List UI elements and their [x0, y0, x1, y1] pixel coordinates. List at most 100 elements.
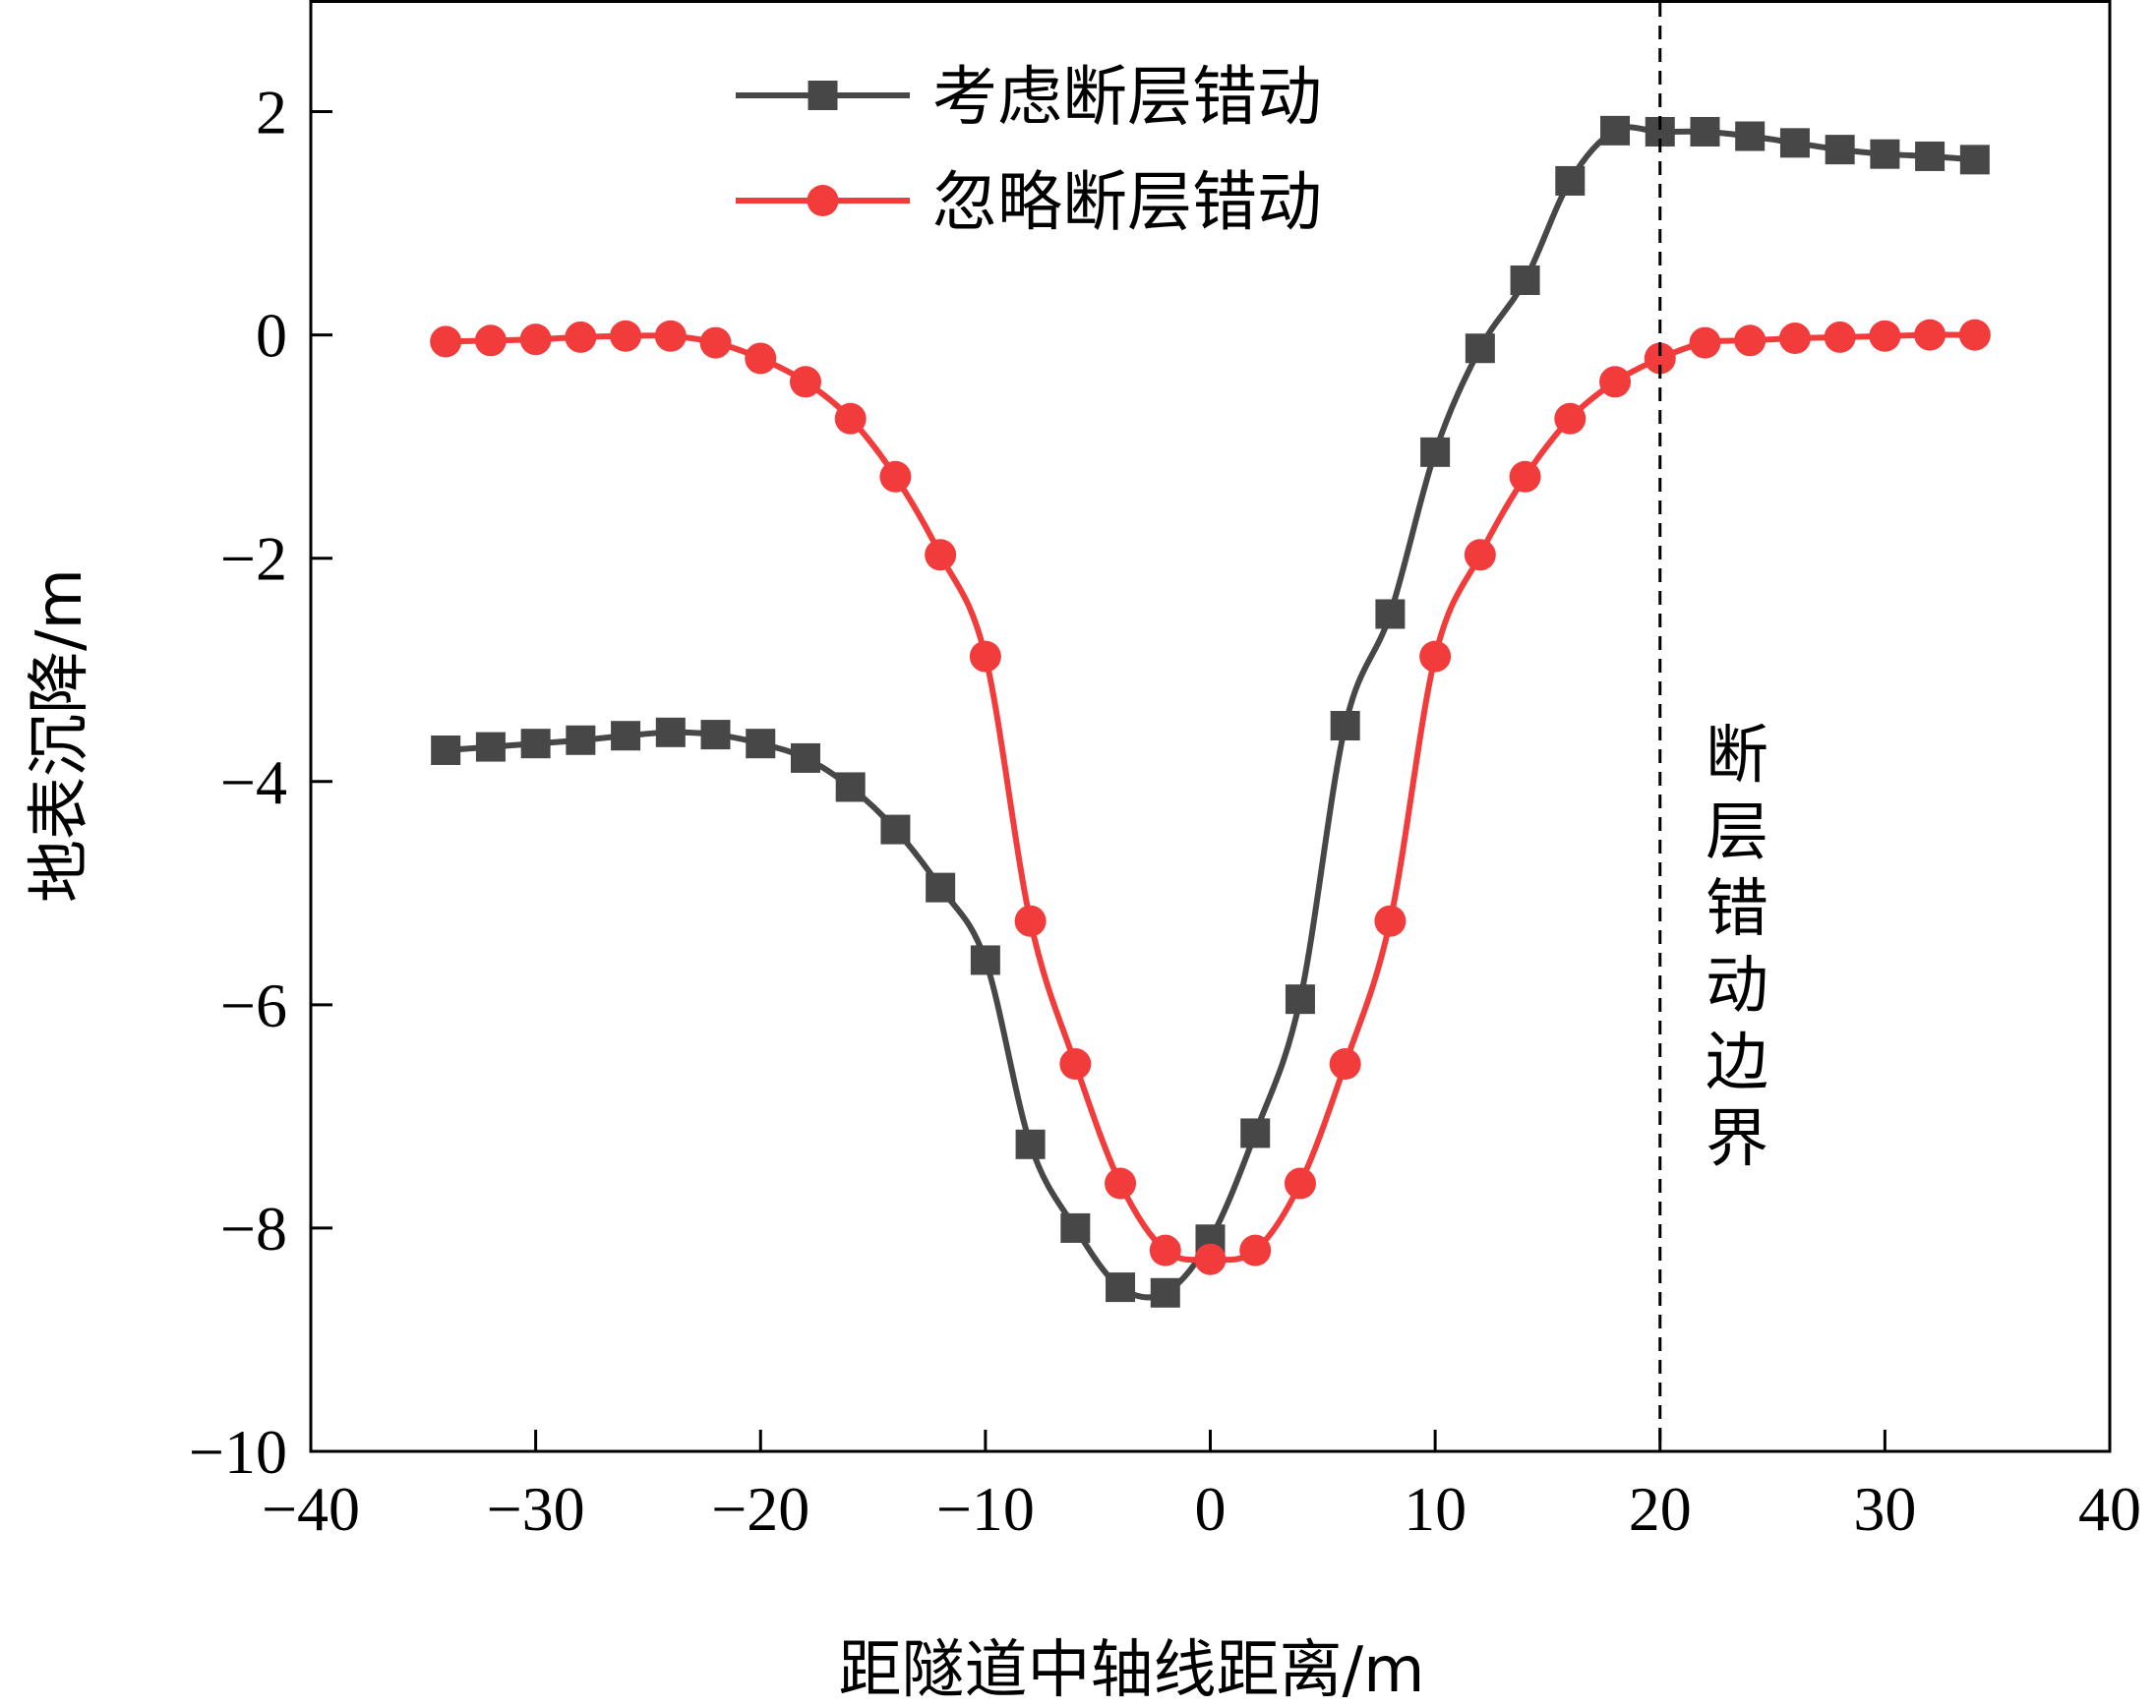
data-point — [1914, 319, 1946, 351]
data-point — [1555, 165, 1586, 196]
x-tick-label: −30 — [487, 1474, 585, 1544]
data-point — [520, 729, 551, 759]
data-point — [1150, 1277, 1180, 1308]
data-point — [1825, 135, 1855, 165]
data-point — [746, 729, 776, 759]
data-point — [1105, 1167, 1137, 1200]
data-point — [1419, 640, 1452, 673]
data-point — [430, 325, 462, 358]
data-point — [835, 772, 866, 802]
data-point — [1599, 366, 1632, 398]
x-tick-label: 0 — [1195, 1474, 1227, 1544]
fault-boundary-label-char: 界 — [1706, 1103, 1768, 1176]
data-point — [1014, 905, 1047, 937]
fault-boundary-label-char: 动 — [1706, 950, 1768, 1023]
data-point — [1869, 320, 1901, 352]
legend-swatch-marker — [807, 185, 839, 216]
fault-boundary-label-char: 边 — [1706, 1027, 1768, 1099]
data-point — [1915, 141, 1946, 171]
x-axis-ticks: −40 −30 −20 −10 0 10 20 30 40 — [262, 1430, 2141, 1544]
y-tick-label: −6 — [220, 971, 287, 1040]
fault-boundary-label-char: 错 — [1706, 873, 1768, 946]
data-point — [1239, 1234, 1272, 1266]
data-point — [789, 366, 821, 398]
legend-label: 忽略断层错动 — [932, 164, 1322, 240]
data-point — [1194, 1243, 1227, 1275]
data-point — [1824, 321, 1856, 353]
x-tick-label: 10 — [1404, 1474, 1467, 1544]
x-tick-label: −40 — [262, 1474, 360, 1544]
data-point — [1015, 1129, 1046, 1159]
data-point — [1059, 1048, 1092, 1081]
x-tick-label: 20 — [1629, 1474, 1692, 1544]
data-point — [1060, 1212, 1091, 1243]
y-axis-ticks: −10 −8 −6 −4 −2 0 2 — [189, 78, 332, 1487]
x-axis-title: 距隧道中轴线距离/m — [839, 1634, 1425, 1707]
data-point — [1240, 1118, 1271, 1148]
data-point — [1285, 984, 1315, 1015]
data-point — [655, 717, 686, 747]
data-point — [1374, 905, 1407, 937]
y-tick-label: −4 — [220, 747, 287, 817]
data-point — [970, 945, 1000, 975]
data-point — [1284, 1167, 1316, 1200]
data-point — [834, 402, 867, 435]
data-point — [1420, 437, 1451, 467]
y-tick-label: 0 — [256, 301, 287, 371]
data-point — [1644, 342, 1676, 375]
fault-boundary-label-char: 断 — [1706, 720, 1768, 793]
data-point — [654, 320, 687, 352]
data-point — [925, 539, 957, 571]
data-point — [610, 320, 642, 352]
fault-boundary-label-char: 层 — [1706, 796, 1768, 869]
data-point — [474, 324, 507, 357]
plot-frame — [309, 0, 2112, 1453]
x-tick-label: 40 — [2078, 1474, 2141, 1544]
data-point — [879, 460, 912, 493]
x-tick-label: −20 — [711, 1474, 809, 1544]
data-point — [1330, 711, 1360, 740]
y-axis-title: 地表沉降/m — [24, 568, 96, 903]
y-tick-label: 2 — [256, 78, 287, 147]
data-point — [969, 640, 1001, 673]
y-tick-label: −10 — [189, 1417, 287, 1487]
series-markers — [430, 115, 1991, 1308]
data-point — [1779, 128, 1810, 158]
data-point — [566, 725, 596, 755]
data-point — [1689, 326, 1721, 359]
data-point — [1106, 1272, 1136, 1303]
data-point — [745, 342, 777, 375]
data-point — [1464, 539, 1496, 571]
legend-label: 考虑断层错动 — [932, 59, 1322, 135]
legend-swatch-marker — [808, 81, 838, 110]
data-point — [1734, 324, 1767, 357]
data-point — [611, 721, 641, 751]
data-point — [565, 321, 597, 353]
data-point — [1375, 599, 1406, 629]
x-tick-label: 30 — [1853, 1474, 1916, 1544]
y-tick-label: −8 — [220, 1194, 287, 1264]
data-point — [1510, 265, 1540, 295]
data-point — [1465, 333, 1495, 364]
data-point — [880, 814, 911, 845]
data-point — [431, 735, 461, 765]
x-tick-label: −10 — [936, 1474, 1035, 1544]
data-point — [1554, 402, 1587, 435]
data-point — [790, 742, 820, 773]
data-point — [1149, 1234, 1181, 1266]
data-point — [1735, 121, 1766, 151]
data-point — [1778, 323, 1811, 355]
data-point — [475, 732, 506, 762]
data-point — [1329, 1048, 1361, 1081]
data-point — [519, 324, 552, 356]
data-point — [1509, 460, 1541, 493]
data-point — [1600, 115, 1631, 146]
y-tick-label: −2 — [220, 524, 287, 594]
data-point — [699, 326, 732, 359]
data-point — [1690, 116, 1720, 147]
data-point — [1870, 139, 1900, 169]
data-point — [1959, 145, 1990, 175]
